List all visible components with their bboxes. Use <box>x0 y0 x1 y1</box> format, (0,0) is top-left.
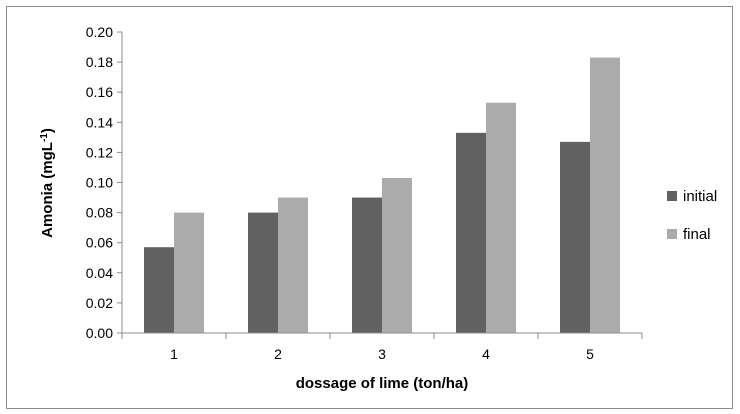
bar-initial-2 <box>248 212 278 333</box>
y-tick-label: 0.06 <box>86 235 113 251</box>
y-axis-title-main: Amonia (mgL <box>39 142 56 238</box>
legend: initial final <box>667 188 717 243</box>
legend-swatch-final <box>667 229 677 239</box>
bar-final-5 <box>590 57 620 334</box>
bar-initial-4 <box>456 132 486 333</box>
y-axis-title-close: ) <box>39 128 56 133</box>
x-tick-label: 5 <box>586 346 594 362</box>
y-tick-label: 0.12 <box>86 144 113 160</box>
legend-label-final: final <box>683 226 711 243</box>
plot-area: 0.00 0.02 0.04 0.06 0.08 0.10 0.12 0.14 0.16 0.18… <box>86 24 643 362</box>
y-tick-label: 0.08 <box>86 205 113 221</box>
y-tick-label: 0.14 <box>86 114 113 130</box>
y-tick-label: 0.10 <box>86 175 113 191</box>
y-tick-label: 0.02 <box>86 295 113 311</box>
y-axis-title-superscript: -1 <box>39 133 50 142</box>
svg-text:Amonia (mgL-1): Amonia (mgL-1) <box>39 128 57 238</box>
legend-label-initial: initial <box>683 188 717 205</box>
bar-final-1 <box>174 212 204 333</box>
legend-swatch-initial <box>667 191 677 201</box>
bar-initial-1 <box>144 247 174 333</box>
x-tick-label: 2 <box>274 346 282 362</box>
bar-initial-5 <box>560 141 590 333</box>
x-tick-label: 4 <box>482 346 490 362</box>
bar-final-3 <box>382 177 412 333</box>
y-tick-label: 0.04 <box>86 265 113 281</box>
y-tick-label: 0.16 <box>86 84 113 100</box>
y-tick-label: 0.18 <box>86 54 113 70</box>
bar-final-4 <box>486 102 516 333</box>
bar-final-2 <box>278 197 308 333</box>
x-tick-label: 1 <box>170 346 178 362</box>
x-axis-title: dossage of lime (ton/ha) <box>296 375 469 392</box>
bar-initial-3 <box>352 197 382 333</box>
x-tick-label: 3 <box>378 346 386 362</box>
y-axis-title: Amonia (mgL-1) <box>39 128 57 238</box>
y-tick-label: 0.00 <box>86 325 113 341</box>
y-tick-label: 0.20 <box>86 24 113 40</box>
